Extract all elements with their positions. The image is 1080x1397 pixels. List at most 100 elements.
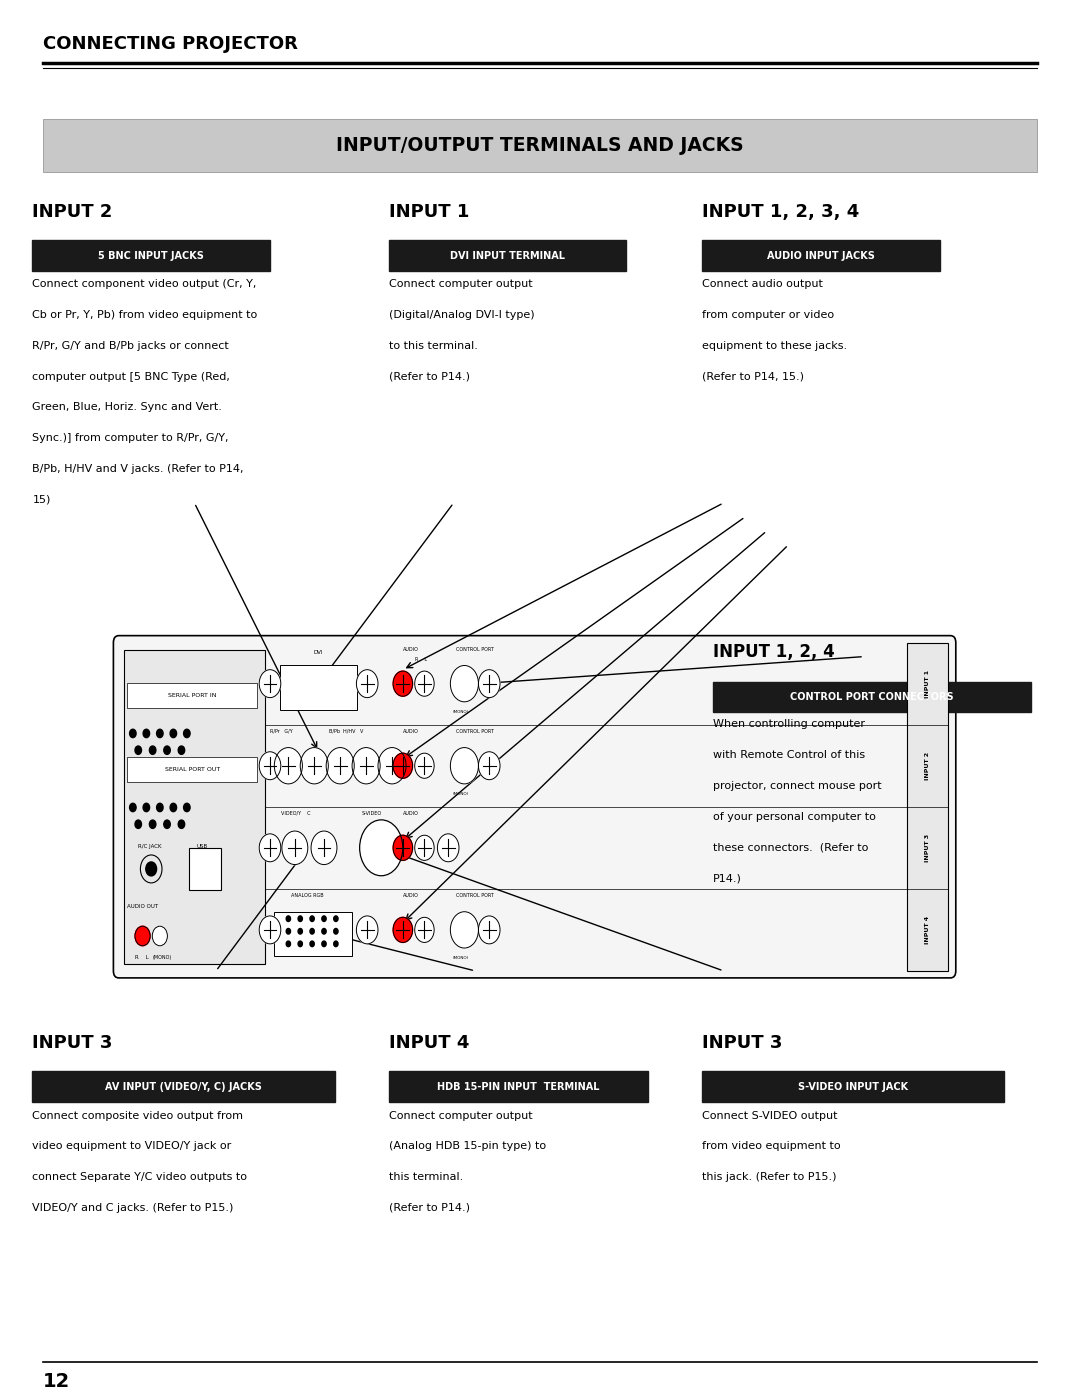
Circle shape — [415, 918, 434, 943]
Circle shape — [415, 753, 434, 778]
FancyBboxPatch shape — [127, 683, 257, 708]
Text: INPUT 1, 2, 3, 4: INPUT 1, 2, 3, 4 — [702, 203, 860, 221]
Circle shape — [322, 916, 326, 922]
Circle shape — [356, 916, 378, 944]
Text: B/Pb  H/HV   V: B/Pb H/HV V — [329, 729, 364, 733]
Circle shape — [135, 926, 150, 946]
Circle shape — [310, 942, 314, 947]
Circle shape — [393, 835, 413, 861]
FancyBboxPatch shape — [274, 912, 352, 957]
Text: AUDIO INPUT JACKS: AUDIO INPUT JACKS — [767, 250, 875, 261]
Text: Connect component video output (Cr, Y,: Connect component video output (Cr, Y, — [32, 279, 257, 289]
Text: R/C JACK: R/C JACK — [138, 844, 162, 849]
Text: INPUT 1, 2, 4: INPUT 1, 2, 4 — [713, 643, 835, 661]
Text: INPUT 1: INPUT 1 — [389, 203, 469, 221]
Text: (Analog HDB 15-pin type) to: (Analog HDB 15-pin type) to — [389, 1141, 545, 1151]
Text: R    L: R L — [135, 954, 149, 960]
Text: (Refer to P14.): (Refer to P14.) — [389, 372, 470, 381]
Text: INPUT 1: INPUT 1 — [926, 669, 930, 697]
Text: Connect S-VIDEO output: Connect S-VIDEO output — [702, 1111, 837, 1120]
FancyBboxPatch shape — [907, 643, 948, 971]
Text: this jack. (Refer to P15.): this jack. (Refer to P15.) — [702, 1172, 837, 1182]
Circle shape — [149, 746, 156, 754]
FancyBboxPatch shape — [389, 240, 626, 271]
Circle shape — [164, 820, 171, 828]
Text: DVI: DVI — [314, 650, 323, 655]
Text: these connectors.  (Refer to: these connectors. (Refer to — [713, 842, 868, 852]
Text: AUDIO: AUDIO — [403, 647, 418, 652]
Text: Cb or Pr, Y, Pb) from video equipment to: Cb or Pr, Y, Pb) from video equipment to — [32, 310, 258, 320]
Text: B/Pb, H/HV and V jacks. (Refer to P14,: B/Pb, H/HV and V jacks. (Refer to P14, — [32, 464, 244, 474]
Circle shape — [146, 862, 157, 876]
Text: Connect composite video output from: Connect composite video output from — [32, 1111, 243, 1120]
Text: (Refer to P14, 15.): (Refer to P14, 15.) — [702, 372, 804, 381]
Circle shape — [450, 747, 478, 784]
Circle shape — [478, 752, 500, 780]
Text: from video equipment to: from video equipment to — [702, 1141, 840, 1151]
Text: CONNECTING PROJECTOR: CONNECTING PROJECTOR — [43, 35, 298, 53]
Text: (MONO): (MONO) — [453, 956, 470, 960]
FancyBboxPatch shape — [389, 1071, 648, 1102]
FancyBboxPatch shape — [113, 636, 956, 978]
Circle shape — [393, 671, 413, 696]
Text: S-VIDEO: S-VIDEO — [362, 810, 382, 816]
Circle shape — [259, 669, 281, 697]
Circle shape — [310, 929, 314, 935]
Text: INPUT 3: INPUT 3 — [702, 1034, 782, 1052]
Text: R/Pr, G/Y and B/Pb jacks or connect: R/Pr, G/Y and B/Pb jacks or connect — [32, 341, 229, 351]
Circle shape — [450, 912, 478, 949]
FancyBboxPatch shape — [702, 240, 940, 271]
Circle shape — [143, 729, 149, 738]
FancyBboxPatch shape — [702, 1071, 1004, 1102]
Text: CONTROL PORT: CONTROL PORT — [456, 893, 495, 898]
Circle shape — [378, 747, 406, 784]
Text: of your personal computer to: of your personal computer to — [713, 812, 876, 821]
Text: SERIAL PORT OUT: SERIAL PORT OUT — [164, 767, 220, 773]
Circle shape — [450, 665, 478, 701]
Circle shape — [298, 929, 302, 935]
Circle shape — [178, 820, 185, 828]
Circle shape — [184, 729, 190, 738]
Circle shape — [322, 942, 326, 947]
Text: video equipment to VIDEO/Y jack or: video equipment to VIDEO/Y jack or — [32, 1141, 231, 1151]
Text: AUDIO: AUDIO — [403, 729, 418, 733]
Text: CONTROL PORT: CONTROL PORT — [456, 647, 495, 652]
Text: equipment to these jacks.: equipment to these jacks. — [702, 341, 847, 351]
Text: (MONO): (MONO) — [453, 710, 470, 714]
Circle shape — [334, 916, 338, 922]
Text: USB: USB — [197, 844, 207, 849]
Circle shape — [322, 929, 326, 935]
Text: 5 BNC INPUT JACKS: 5 BNC INPUT JACKS — [98, 250, 204, 261]
Circle shape — [300, 747, 328, 784]
Text: HDB 15-PIN INPUT  TERMINAL: HDB 15-PIN INPUT TERMINAL — [437, 1081, 599, 1092]
Text: Connect audio output: Connect audio output — [702, 279, 823, 289]
FancyBboxPatch shape — [43, 119, 1037, 172]
Circle shape — [259, 916, 281, 944]
Text: INPUT/OUTPUT TERMINALS AND JACKS: INPUT/OUTPUT TERMINALS AND JACKS — [336, 136, 744, 155]
FancyBboxPatch shape — [713, 682, 1031, 712]
Text: 15): 15) — [32, 495, 51, 504]
Circle shape — [310, 916, 314, 922]
Text: INPUT 3: INPUT 3 — [926, 834, 930, 862]
Circle shape — [334, 929, 338, 935]
Circle shape — [298, 942, 302, 947]
Text: connect Separate Y/C video outputs to: connect Separate Y/C video outputs to — [32, 1172, 247, 1182]
Circle shape — [437, 834, 459, 862]
Text: CONTROL PORT CONNECTORS: CONTROL PORT CONNECTORS — [791, 692, 954, 703]
Text: AUDIO: AUDIO — [403, 893, 418, 898]
Text: When controlling computer: When controlling computer — [713, 719, 865, 729]
Circle shape — [478, 669, 500, 697]
Circle shape — [298, 916, 302, 922]
Circle shape — [130, 803, 136, 812]
Text: R/Pr   G/Y: R/Pr G/Y — [270, 729, 293, 733]
Text: (Refer to P14.): (Refer to P14.) — [389, 1203, 470, 1213]
Circle shape — [478, 916, 500, 944]
Text: computer output [5 BNC Type (Red,: computer output [5 BNC Type (Red, — [32, 372, 230, 381]
FancyBboxPatch shape — [280, 665, 357, 710]
Text: Green, Blue, Horiz. Sync and Vert.: Green, Blue, Horiz. Sync and Vert. — [32, 402, 222, 412]
Text: VIDEO/Y and C jacks. (Refer to P15.): VIDEO/Y and C jacks. (Refer to P15.) — [32, 1203, 233, 1213]
Circle shape — [157, 803, 163, 812]
FancyBboxPatch shape — [189, 848, 221, 890]
Circle shape — [334, 942, 338, 947]
Circle shape — [259, 752, 281, 780]
